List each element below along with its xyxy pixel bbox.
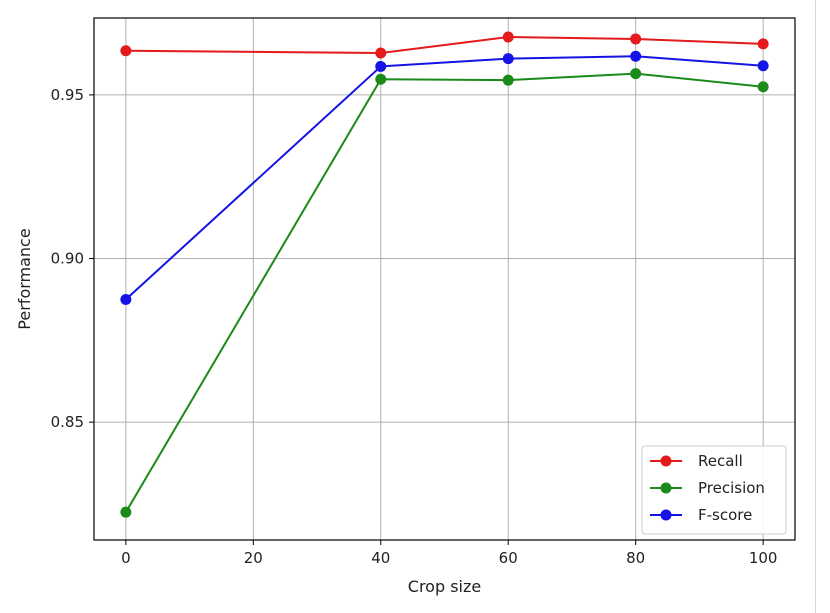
- f-score-point: [757, 60, 769, 72]
- legend: Recall Precision F-score: [641, 445, 787, 535]
- legend-f-score-label: F-score: [698, 506, 752, 524]
- y-tick-label: 0.85: [51, 413, 84, 431]
- legend-box: [641, 445, 787, 535]
- x-tick-label: 100: [749, 549, 778, 567]
- x-axis-label: Crop size: [408, 577, 481, 596]
- f-score-point: [502, 53, 514, 65]
- recall-point: [757, 38, 769, 50]
- image-edge-line: [815, 0, 816, 613]
- precision-point: [375, 73, 387, 85]
- y-tick-label: 0.90: [51, 250, 84, 268]
- y-tick-label: 0.95: [51, 86, 84, 104]
- recall-line: [125, 35, 764, 55]
- legend-recall-label: Recall: [698, 452, 743, 470]
- series-lines: [120, 31, 769, 518]
- axis-ticks: 0 20 40 60 80 100 0.85 0.90 0.95: [51, 86, 778, 567]
- x-tick-label: 80: [626, 549, 645, 567]
- y-axis-label: Performance: [15, 228, 34, 329]
- x-tick-label: 0: [121, 549, 131, 567]
- precision-point: [120, 506, 132, 518]
- precision-point: [502, 74, 514, 86]
- f-score-line: [125, 55, 764, 301]
- x-tick-label: 20: [244, 549, 263, 567]
- recall-point: [375, 47, 387, 59]
- f-score-point: [630, 50, 642, 62]
- recall-point: [502, 31, 514, 43]
- precision-point: [757, 81, 769, 93]
- x-tick-label: 60: [499, 549, 518, 567]
- f-score-point: [120, 293, 132, 305]
- recall-point: [630, 33, 642, 45]
- precision-point: [630, 68, 642, 80]
- legend-f-score-marker: [660, 509, 672, 521]
- f-score-point: [375, 60, 387, 72]
- legend-precision-marker: [660, 482, 672, 494]
- legend-recall-marker: [660, 455, 672, 467]
- plot-frame: [93, 17, 796, 541]
- recall-point: [120, 45, 132, 57]
- x-tick-label: 40: [371, 549, 390, 567]
- legend-precision-label: Precision: [698, 479, 765, 497]
